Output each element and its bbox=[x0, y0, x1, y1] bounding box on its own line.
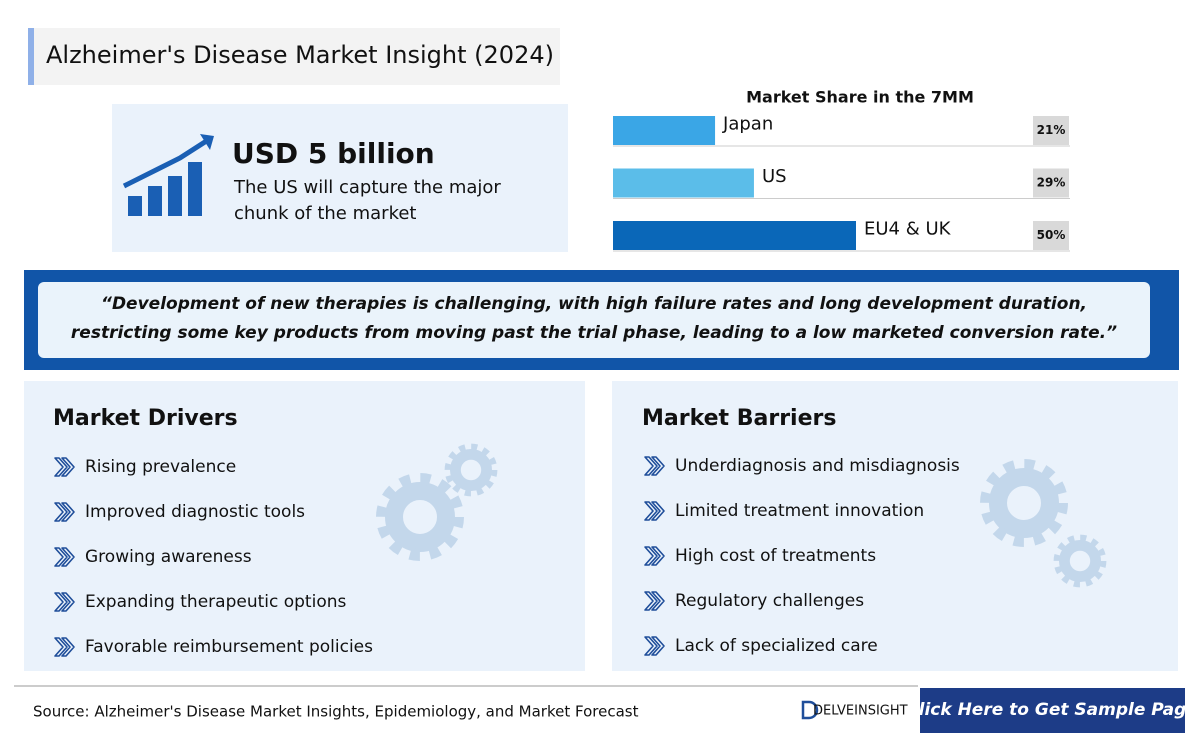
title-accent bbox=[28, 28, 34, 85]
logo-mark bbox=[801, 700, 819, 720]
lists: Rising prevalence Improved diagnostic too… bbox=[54, 456, 960, 657]
category-label: Japan bbox=[722, 114, 773, 135]
sample-button-label[interactable]: Click Here to Get Sample Page bbox=[906, 700, 1198, 720]
list-item: Regulatory challenges bbox=[675, 591, 864, 611]
drivers-panel bbox=[24, 381, 585, 671]
bar bbox=[613, 116, 716, 145]
barriers-title: Market Barriers bbox=[642, 406, 836, 431]
headline-text: The US will capture the major bbox=[233, 177, 501, 198]
source: Source: Alzheimer's Disease Market Insig… bbox=[33, 703, 639, 721]
category-label: US bbox=[762, 166, 787, 187]
bar-chart: Japan 21% US 29% EU4 & UK 50% bbox=[613, 114, 1070, 252]
list-item: High cost of treatments bbox=[675, 546, 876, 566]
list-item: Growing awareness bbox=[85, 547, 252, 567]
bar bbox=[613, 168, 754, 198]
value-label-box bbox=[1033, 168, 1069, 198]
logo: DELVEINSIGHT bbox=[813, 704, 908, 719]
list-item: Rising prevalence bbox=[85, 457, 236, 477]
chart-title: Market Share in the 7MM bbox=[746, 88, 974, 107]
value-label: 29% bbox=[1037, 176, 1066, 190]
list-item: Limited treatment innovation bbox=[675, 501, 924, 521]
quote-line: “Development of new therapies is challen… bbox=[101, 294, 1087, 314]
barriers-panel bbox=[612, 381, 1178, 671]
list-item: Underdiagnosis and misdiagnosis bbox=[675, 456, 960, 476]
quote-box bbox=[38, 282, 1150, 358]
list-item: Lack of specialized care bbox=[675, 636, 878, 656]
list-item: Expanding therapeutic options bbox=[85, 592, 346, 612]
growth-icon bbox=[122, 134, 214, 216]
title-box bbox=[28, 28, 560, 85]
sample-button[interactable] bbox=[920, 688, 1185, 733]
list-item: Improved diagnostic tools bbox=[85, 502, 305, 522]
title: Alzheimer's Disease Market Insight (2024… bbox=[46, 41, 554, 69]
value-label-box bbox=[1033, 221, 1069, 250]
list-item: Favorable reimbursement policies bbox=[85, 637, 373, 657]
value-label: 21% bbox=[1037, 123, 1066, 137]
drivers-title: Market Drivers bbox=[53, 406, 238, 431]
headline-value: USD 5 billion bbox=[232, 137, 435, 170]
headline-text: chunk of the market bbox=[234, 203, 416, 224]
quote-line: restricting some key products from movin… bbox=[71, 323, 1117, 343]
value-label: 50% bbox=[1037, 228, 1066, 242]
value-label-box bbox=[1033, 116, 1069, 145]
bar bbox=[613, 221, 856, 250]
category-label: EU4 & UK bbox=[864, 219, 952, 240]
